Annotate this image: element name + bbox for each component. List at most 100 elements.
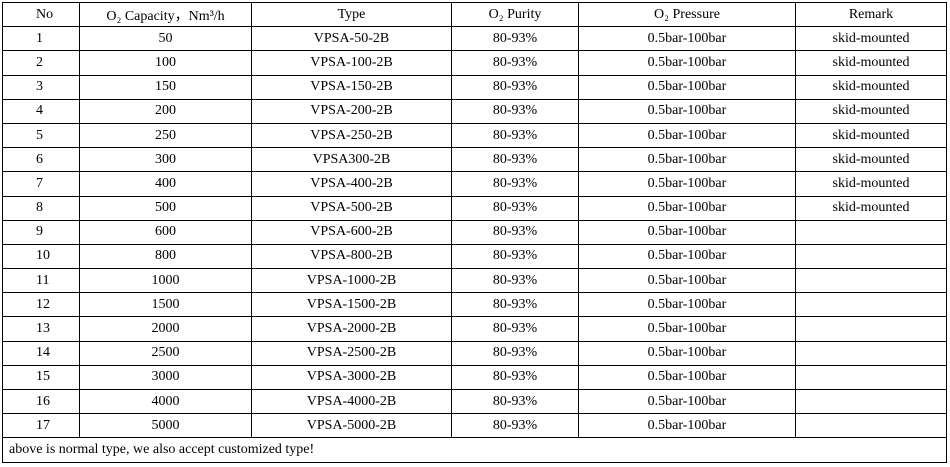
table-cell: 80-93% — [451, 413, 579, 439]
empty-cell — [795, 340, 947, 366]
table-cell: VPSA-3000-2B — [251, 364, 452, 391]
table-cell: 500 — [79, 195, 252, 221]
table-cell: VPSA-1000-2B — [251, 268, 452, 294]
table-cell: 14 — [2, 340, 80, 366]
table-cell: 0.5bar-100bar — [578, 340, 796, 366]
table-cell: 0.5bar-100bar — [578, 50, 796, 76]
table-cell: VPSA-1500-2B — [251, 292, 452, 318]
table-cell: 80-93% — [451, 340, 579, 366]
table-cell: 16 — [2, 388, 80, 415]
table-cell: 15 — [2, 364, 80, 391]
table-cell: 150 — [79, 74, 252, 100]
table-row: 6 300 VPSA300-2B 80-93% 0.5bar-100bar skid-mo… — [2, 147, 947, 173]
table-cell: 2000 — [79, 316, 252, 342]
table-cell: VPSA-800-2B — [251, 243, 452, 270]
header-cell: No — [2, 1, 80, 28]
header-cell: O₂ Capacity，Nm³/h — [79, 1, 252, 28]
table-cell: 300 — [79, 147, 252, 173]
table-cell: 2 — [2, 50, 80, 76]
table-cell: 5 — [2, 122, 80, 149]
table-cell: 1000 — [79, 268, 252, 294]
table-cell: skid-mounted — [795, 122, 947, 149]
table-body: 1 50 VPSA-50-2B 80-93% 0.5bar-100bar skid-mou… — [2, 26, 947, 463]
table-cell: 0.5bar-100bar — [578, 219, 796, 245]
table-row: 2 100 VPSA-100-2B 80-93% 0.5bar-100bar skid-m… — [2, 50, 947, 76]
table-cell: 80-93% — [451, 74, 579, 100]
table-cell: VPSA-2000-2B — [251, 316, 452, 342]
empty-cell — [795, 364, 947, 391]
table-cell: 5000 — [79, 413, 252, 439]
table-row: 15 3000 VPSA-3000-2B 80-93% 0.5bar-100bar — [2, 364, 947, 391]
table-cell: 4000 — [79, 388, 252, 415]
table-cell: skid-mounted — [795, 171, 947, 197]
table-cell: 400 — [79, 171, 252, 197]
table-cell: 50 — [79, 26, 252, 52]
table-row: 11 1000 VPSA-1000-2B 80-93% 0.5bar-100bar — [2, 268, 947, 294]
empty-cell — [795, 388, 947, 415]
table-cell: 600 — [79, 219, 252, 245]
empty-cell — [795, 413, 947, 439]
header-cell: Type — [251, 1, 452, 28]
table-cell: 80-93% — [451, 195, 579, 221]
table-cell: 6 — [2, 147, 80, 173]
header-cell: Remark — [795, 1, 947, 28]
table-cell: 17 — [2, 413, 80, 439]
table-row: 7 400 VPSA-400-2B 80-93% 0.5bar-100bar skid-m… — [2, 171, 947, 197]
table-cell: 10 — [2, 243, 80, 270]
table-cell: 100 — [79, 50, 252, 76]
empty-cell — [795, 268, 947, 294]
table-cell: 4 — [2, 98, 80, 124]
table-cell: 3000 — [79, 364, 252, 391]
table-cell: 1500 — [79, 292, 252, 318]
empty-cell — [795, 243, 947, 270]
table-cell: 80-93% — [451, 98, 579, 124]
table-cell: 0.5bar-100bar — [578, 26, 796, 52]
table-cell: 80-93% — [451, 50, 579, 76]
table-row: 5 250 VPSA-250-2B 80-93% 0.5bar-100bar skid-m… — [2, 122, 947, 149]
table-cell: 200 — [79, 98, 252, 124]
table-row: 4 200 VPSA-200-2B 80-93% 0.5bar-100bar skid-m… — [2, 98, 947, 124]
table-cell: 0.5bar-100bar — [578, 147, 796, 173]
table-cell: 3 — [2, 74, 80, 100]
footer-row: above is normal type, we also accept cus… — [2, 437, 947, 463]
table-cell: VPSA300-2B — [251, 147, 452, 173]
table-cell: 250 — [79, 122, 252, 149]
table-cell: 11 — [2, 268, 80, 294]
table-cell: skid-mounted — [795, 74, 947, 100]
table-cell: VPSA-2500-2B — [251, 340, 452, 366]
table-cell: VPSA-5000-2B — [251, 413, 452, 439]
table-row: 16 4000 VPSA-4000-2B 80-93% 0.5bar-100bar — [2, 388, 947, 415]
table-row: 1 50 VPSA-50-2B 80-93% 0.5bar-100bar skid-mou… — [2, 26, 947, 52]
table-cell: skid-mounted — [795, 26, 947, 52]
table-cell: 0.5bar-100bar — [578, 268, 796, 294]
table-cell: VPSA-100-2B — [251, 50, 452, 76]
table-cell: 80-93% — [451, 219, 579, 245]
table-cell: 0.5bar-100bar — [578, 413, 796, 439]
table-cell: VPSA-150-2B — [251, 74, 452, 100]
table-cell: VPSA-600-2B — [251, 219, 452, 245]
table-cell: 9 — [2, 219, 80, 245]
table-cell: 800 — [79, 243, 252, 270]
empty-cell — [795, 219, 947, 245]
empty-cell — [795, 316, 947, 342]
table-cell: 80-93% — [451, 316, 579, 342]
table-cell: VPSA-250-2B — [251, 122, 452, 149]
table-row: 8 500 VPSA-500-2B 80-93% 0.5bar-100bar skid-m… — [2, 195, 947, 221]
table-row: 17 5000 VPSA-5000-2B 80-93% 0.5bar-100bar — [2, 413, 947, 439]
table-cell: 80-93% — [451, 122, 579, 149]
header-cell: O₂ Pressure — [578, 1, 796, 28]
table-row: 3 150 VPSA-150-2B 80-93% 0.5bar-100bar skid-m… — [2, 74, 947, 100]
table-cell: 80-93% — [451, 171, 579, 197]
table-cell: 0.5bar-100bar — [578, 364, 796, 391]
table-cell: VPSA-200-2B — [251, 98, 452, 124]
table-cell: VPSA-50-2B — [251, 26, 452, 52]
header-row: No O₂ Capacity，Nm³/h Type O₂ Purity O₂ Press… — [2, 1, 947, 28]
table-cell: 13 — [2, 316, 80, 342]
table-cell: 0.5bar-100bar — [578, 243, 796, 270]
table-cell: 12 — [2, 292, 80, 318]
table-cell: 8 — [2, 195, 80, 221]
empty-cell — [795, 292, 947, 318]
table-cell: 0.5bar-100bar — [578, 98, 796, 124]
